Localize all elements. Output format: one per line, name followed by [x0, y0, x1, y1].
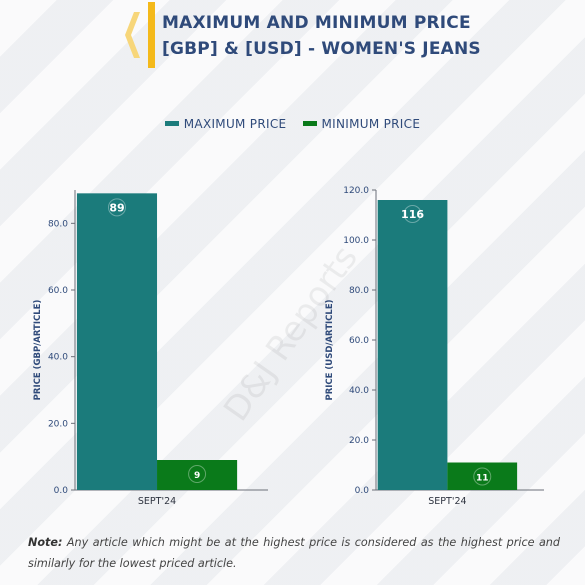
bar-min-price [157, 460, 238, 490]
y-tick-label: 0.0 [54, 486, 69, 496]
y-tick-label: 20.0 [48, 419, 68, 429]
legend: MAXIMUM PRICE MINIMUM PRICE [0, 117, 585, 131]
y-tick-label: 80.0 [349, 286, 369, 296]
chart-usd: 0.0 20.0 40.0 60.0 80.0 100.0 120.0 PRICE (USD/… [325, 186, 544, 507]
y-tick-label: 40.0 [48, 353, 68, 363]
legend-label-max: MAXIMUM PRICE [183, 117, 287, 131]
title-line-1: MAXIMUM AND MINIMUM PRICE [162, 13, 471, 33]
y-tick-label: 60.0 [48, 286, 68, 296]
legend-swatch-min [302, 121, 317, 126]
data-label-max: 116 [401, 208, 424, 221]
chart-gbp: 0.0 20.0 40.0 60.0 80.0 PRICE (GBP/ARTICLE) 89… [33, 190, 268, 507]
legend-swatch-max [164, 121, 179, 126]
x-category-label: SEPT'24 [428, 496, 466, 507]
data-label-badge [188, 465, 207, 483]
header: MAXIMUM AND MINIMUM PRICE [GBP] & [USD] … [122, 2, 562, 68]
y-axis-label: PRICE (GBP/ARTICLE) [33, 300, 43, 401]
data-label-badge [107, 198, 126, 217]
footnote: Note: Any article which might be at the … [28, 532, 560, 574]
x-category-label: SEPT'24 [138, 496, 176, 507]
page-title: MAXIMUM AND MINIMUM PRICE [GBP] & [USD] … [162, 10, 481, 62]
data-label-min: 11 [476, 474, 489, 484]
chevron-accent-icon [125, 2, 155, 68]
note-text: Any article which might be at the highes… [28, 536, 560, 570]
data-label-badge [403, 205, 422, 223]
bar-max-price [377, 200, 448, 490]
y-tick-label: 20.0 [349, 436, 369, 446]
legend-label-min: MINIMUM PRICE [321, 117, 421, 131]
bar-max-price [76, 193, 158, 491]
data-label-badge [473, 467, 492, 486]
y-tick-label: 100.0 [343, 236, 369, 246]
y-tick-label: 0.0 [355, 486, 370, 496]
y-tick-label: 60.0 [349, 336, 369, 346]
y-tick-label: 80.0 [48, 219, 68, 229]
y-axis-label: PRICE (USD/ARTICLE) [325, 299, 335, 400]
legend-item-max: MAXIMUM PRICE [164, 117, 287, 131]
note-label: Note: [28, 536, 63, 549]
y-tick-label: 120.0 [343, 186, 369, 196]
data-label-max: 89 [109, 201, 124, 214]
legend-item-min: MINIMUM PRICE [302, 117, 421, 131]
y-tick-label: 40.0 [349, 386, 369, 396]
data-label-min: 9 [194, 471, 200, 481]
bar-min-price [447, 462, 518, 490]
title-line-2: [GBP] & [USD] - WOMEN'S JEANS [162, 39, 481, 59]
